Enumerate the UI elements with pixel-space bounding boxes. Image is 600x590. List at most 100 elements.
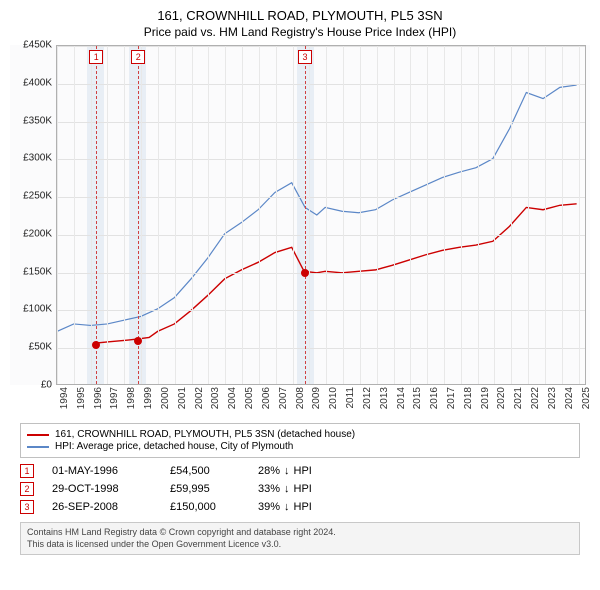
sale-diff-pct: 28% xyxy=(258,465,280,477)
gridline-v xyxy=(326,46,327,384)
x-tick-label: 2002 xyxy=(194,387,205,409)
sale-marker-dot xyxy=(301,269,309,277)
y-tick-label: £0 xyxy=(41,380,52,391)
y-tick-label: £200K xyxy=(23,228,52,239)
chart-title: 161, CROWNHILL ROAD, PLYMOUTH, PL5 3SN P… xyxy=(10,8,590,39)
x-tick-label: 2017 xyxy=(446,387,457,409)
x-tick-label: 2001 xyxy=(177,387,188,409)
sale-diff-pct: 33% xyxy=(258,483,280,495)
x-tick-label: 2006 xyxy=(261,387,272,409)
chart-container: 161, CROWNHILL ROAD, PLYMOUTH, PL5 3SN P… xyxy=(0,0,600,563)
gridline-h xyxy=(57,310,585,311)
x-tick-label: 2013 xyxy=(379,387,390,409)
sale-marker-line xyxy=(305,46,306,384)
gridline-v xyxy=(360,46,361,384)
gridline-h xyxy=(57,84,585,85)
gridline-v xyxy=(343,46,344,384)
gridline-v xyxy=(91,46,92,384)
x-tick-label: 2024 xyxy=(564,387,575,409)
y-axis-labels: £0£50K£100K£150K£200K£250K£300K£350K£400… xyxy=(10,45,54,385)
y-tick-label: £350K xyxy=(23,115,52,126)
gridline-v xyxy=(276,46,277,384)
x-tick-label: 2014 xyxy=(396,387,407,409)
sale-row: 229-OCT-1998£59,99533%↓HPI xyxy=(20,482,580,496)
title-address: 161, CROWNHILL ROAD, PLYMOUTH, PL5 3SN xyxy=(10,8,590,23)
x-tick-label: 1995 xyxy=(76,387,87,409)
gridline-v xyxy=(74,46,75,384)
x-tick-label: 1997 xyxy=(109,387,120,409)
x-tick-label: 2010 xyxy=(328,387,339,409)
gridline-v xyxy=(158,46,159,384)
gridline-v xyxy=(528,46,529,384)
x-tick-label: 2000 xyxy=(160,387,171,409)
x-tick-label: 2019 xyxy=(480,387,491,409)
sale-marker-dot xyxy=(134,337,142,345)
plot-region: 123 xyxy=(56,45,586,385)
x-tick-label: 2025 xyxy=(581,387,592,409)
gridline-v xyxy=(259,46,260,384)
legend-swatch xyxy=(27,434,49,436)
gridline-h xyxy=(57,122,585,123)
sale-date: 26-SEP-2008 xyxy=(52,501,152,513)
gridline-v xyxy=(377,46,378,384)
attribution-footer: Contains HM Land Registry data © Crown c… xyxy=(20,522,580,555)
gridline-h xyxy=(57,273,585,274)
arrow-down-icon: ↓ xyxy=(284,465,290,477)
legend-item: 161, CROWNHILL ROAD, PLYMOUTH, PL5 3SN (… xyxy=(27,429,573,440)
sale-price: £59,995 xyxy=(170,483,240,495)
x-tick-label: 2004 xyxy=(227,387,238,409)
gridline-v xyxy=(293,46,294,384)
y-tick-label: £150K xyxy=(23,266,52,277)
gridline-v xyxy=(225,46,226,384)
sales-table: 101-MAY-1996£54,50028%↓HPI229-OCT-1998£5… xyxy=(20,464,580,514)
x-tick-label: 1998 xyxy=(126,387,137,409)
footer-line2: This data is licensed under the Open Gov… xyxy=(27,539,573,551)
sale-marker-line xyxy=(96,46,97,384)
sale-diff-suffix: HPI xyxy=(294,465,312,477)
x-tick-label: 2021 xyxy=(513,387,524,409)
sale-diff: 39%↓HPI xyxy=(258,501,312,513)
y-tick-label: £50K xyxy=(29,342,52,353)
sale-diff: 33%↓HPI xyxy=(258,483,312,495)
sale-marker-dot xyxy=(92,341,100,349)
sale-marker-line xyxy=(138,46,139,384)
gridline-v xyxy=(57,46,58,384)
legend-label: HPI: Average price, detached house, City… xyxy=(55,441,293,452)
gridline-v xyxy=(444,46,445,384)
gridline-v xyxy=(579,46,580,384)
gridline-v xyxy=(175,46,176,384)
y-tick-label: £300K xyxy=(23,153,52,164)
line-series xyxy=(57,46,585,384)
x-tick-label: 2009 xyxy=(311,387,322,409)
y-tick-label: £100K xyxy=(23,304,52,315)
gridline-h xyxy=(57,46,585,47)
gridline-v xyxy=(478,46,479,384)
x-tick-label: 2007 xyxy=(278,387,289,409)
sale-number-box: 2 xyxy=(20,482,34,496)
gridline-h xyxy=(57,235,585,236)
sale-price: £54,500 xyxy=(170,465,240,477)
x-tick-label: 2015 xyxy=(412,387,423,409)
gridline-h xyxy=(57,159,585,160)
x-tick-label: 1996 xyxy=(93,387,104,409)
arrow-down-icon: ↓ xyxy=(284,483,290,495)
gridline-v xyxy=(427,46,428,384)
sale-diff: 28% ↓ HPI xyxy=(258,465,312,477)
sale-row: 3 26-SEP-2008 £150,000 39%↓HPI xyxy=(20,500,580,514)
gridline-v xyxy=(494,46,495,384)
sale-number-box: 3 xyxy=(20,500,34,514)
gridline-h xyxy=(57,348,585,349)
y-tick-label: £250K xyxy=(23,191,52,202)
title-subtitle: Price paid vs. HM Land Registry's House … xyxy=(10,25,590,39)
legend-swatch xyxy=(27,446,49,448)
gridline-v xyxy=(545,46,546,384)
x-tick-label: 2012 xyxy=(362,387,373,409)
legend-item: HPI: Average price, detached house, City… xyxy=(27,441,573,452)
gridline-v xyxy=(309,46,310,384)
x-tick-label: 2005 xyxy=(244,387,255,409)
gridline-v xyxy=(141,46,142,384)
sale-diff-suffix: HPI xyxy=(294,501,312,513)
sale-price: £150,000 xyxy=(170,501,240,513)
x-tick-label: 1994 xyxy=(59,387,70,409)
sale-date: 29-OCT-1998 xyxy=(52,483,152,495)
